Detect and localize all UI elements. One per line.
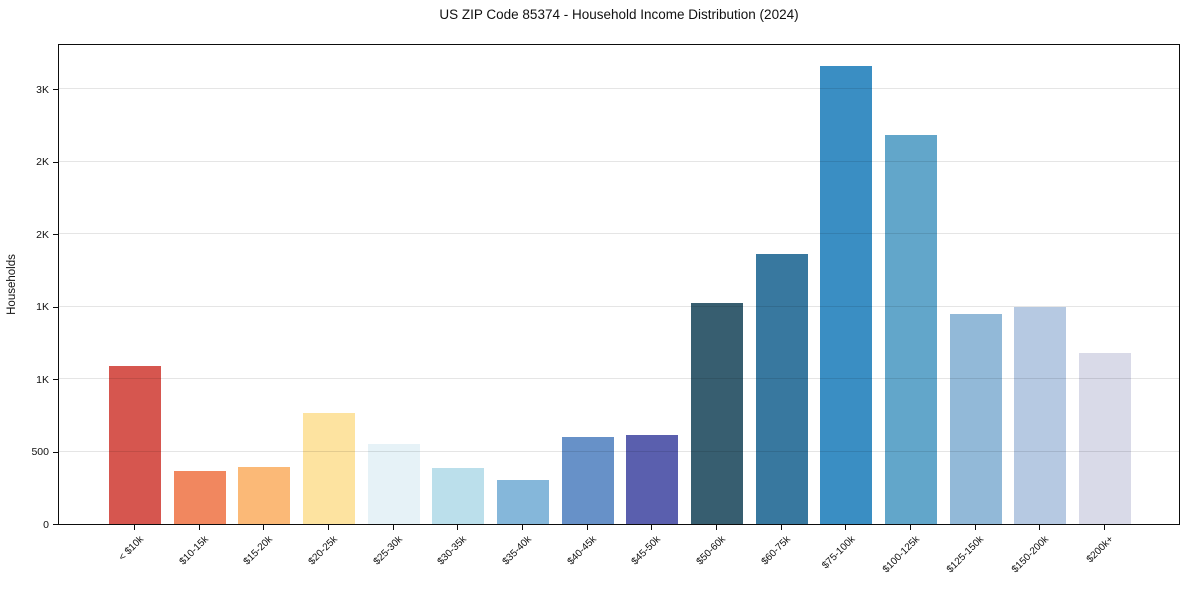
x-tick-mark (651, 525, 653, 530)
gridline (59, 378, 1179, 380)
bar-$125-150k (949, 313, 1002, 524)
bar-$200k+ (1079, 353, 1131, 524)
bar-$100-125k (885, 135, 937, 524)
x-axis-tick-label: $100-125k (880, 534, 922, 576)
bar-$40-45k (561, 437, 614, 524)
bar-$20-25k (303, 413, 355, 524)
bar-$45-50k (626, 434, 679, 524)
x-axis-tick-label: < $10k (116, 534, 146, 564)
y-tick-mark (53, 89, 58, 91)
x-axis-tick-label: $200k+ (1084, 534, 1116, 566)
x-tick-mark (845, 525, 847, 530)
bar-$150-200k (1014, 306, 1067, 524)
x-tick-mark (134, 525, 135, 530)
y-tick-mark (53, 379, 58, 381)
y-axis-tick-label: 0 (43, 518, 49, 531)
gridline (59, 160, 1179, 162)
x-tick-mark (1104, 525, 1105, 530)
x-tick-mark (1039, 525, 1041, 530)
gridline (59, 88, 1179, 90)
x-tick-mark (522, 525, 523, 530)
x-tick-mark (263, 525, 265, 530)
y-axis-tick-label: 2K (36, 228, 49, 241)
bar-$75-100k (820, 66, 873, 524)
x-tick-mark (974, 525, 976, 530)
gridline (59, 450, 1179, 452)
y-axis-tick-label: 1K (36, 373, 49, 386)
x-axis-tick-label: $25-30k (371, 534, 405, 568)
y-tick-mark (53, 306, 58, 308)
gridline (59, 233, 1179, 235)
y-tick-mark (53, 161, 58, 163)
x-axis-tick-label: $10-15k (177, 534, 211, 568)
chart-title: US ZIP Code 85374 - Household Income Dis… (439, 7, 799, 22)
x-axis-tick-label: $45-50k (629, 534, 664, 568)
x-axis-tick-label: $30-35k (435, 534, 470, 568)
bar-$35-40k (497, 479, 549, 524)
x-axis-tick-label: $20-25k (306, 534, 340, 568)
x-axis-tick-label: $125-150k (945, 534, 987, 576)
y-tick-mark (53, 451, 58, 453)
x-axis-tick-label: $15-20k (241, 534, 276, 568)
bar-$30-35k (432, 467, 485, 524)
x-tick-mark (198, 525, 200, 530)
x-tick-mark (457, 525, 459, 530)
bar-$10-15k (173, 471, 226, 524)
x-axis-tick-label: $50-60k (694, 534, 728, 568)
x-tick-mark (328, 525, 329, 530)
x-tick-mark (716, 525, 717, 530)
gridline (59, 305, 1179, 307)
x-axis-tick-label: $150-200k (1009, 534, 1052, 576)
bar-$50-60k (691, 303, 743, 524)
y-axis-tick-label: 500 (31, 446, 49, 459)
bar-< $10k (109, 366, 161, 524)
y-axis-tick-label: 1K (36, 301, 49, 314)
y-axis-tick-label: 3K (36, 83, 49, 96)
x-axis-tick-label: $35-40k (500, 534, 534, 568)
bar-$60-75k (755, 253, 808, 524)
plot-area (58, 44, 1180, 525)
x-tick-mark (780, 525, 782, 530)
x-tick-mark (910, 525, 911, 530)
x-axis-tick-label: $75-100k (819, 534, 858, 572)
x-tick-mark (586, 525, 588, 530)
x-tick-mark (392, 525, 394, 530)
y-tick-mark (53, 524, 58, 525)
y-tick-mark (53, 234, 58, 236)
x-axis-tick-label: $60-75k (759, 534, 793, 568)
y-axis-tick-label: 2K (36, 156, 49, 169)
bar-$15-20k (238, 466, 291, 524)
x-axis-tick-label: $40-45k (565, 534, 599, 568)
bar-$25-30k (367, 443, 420, 524)
